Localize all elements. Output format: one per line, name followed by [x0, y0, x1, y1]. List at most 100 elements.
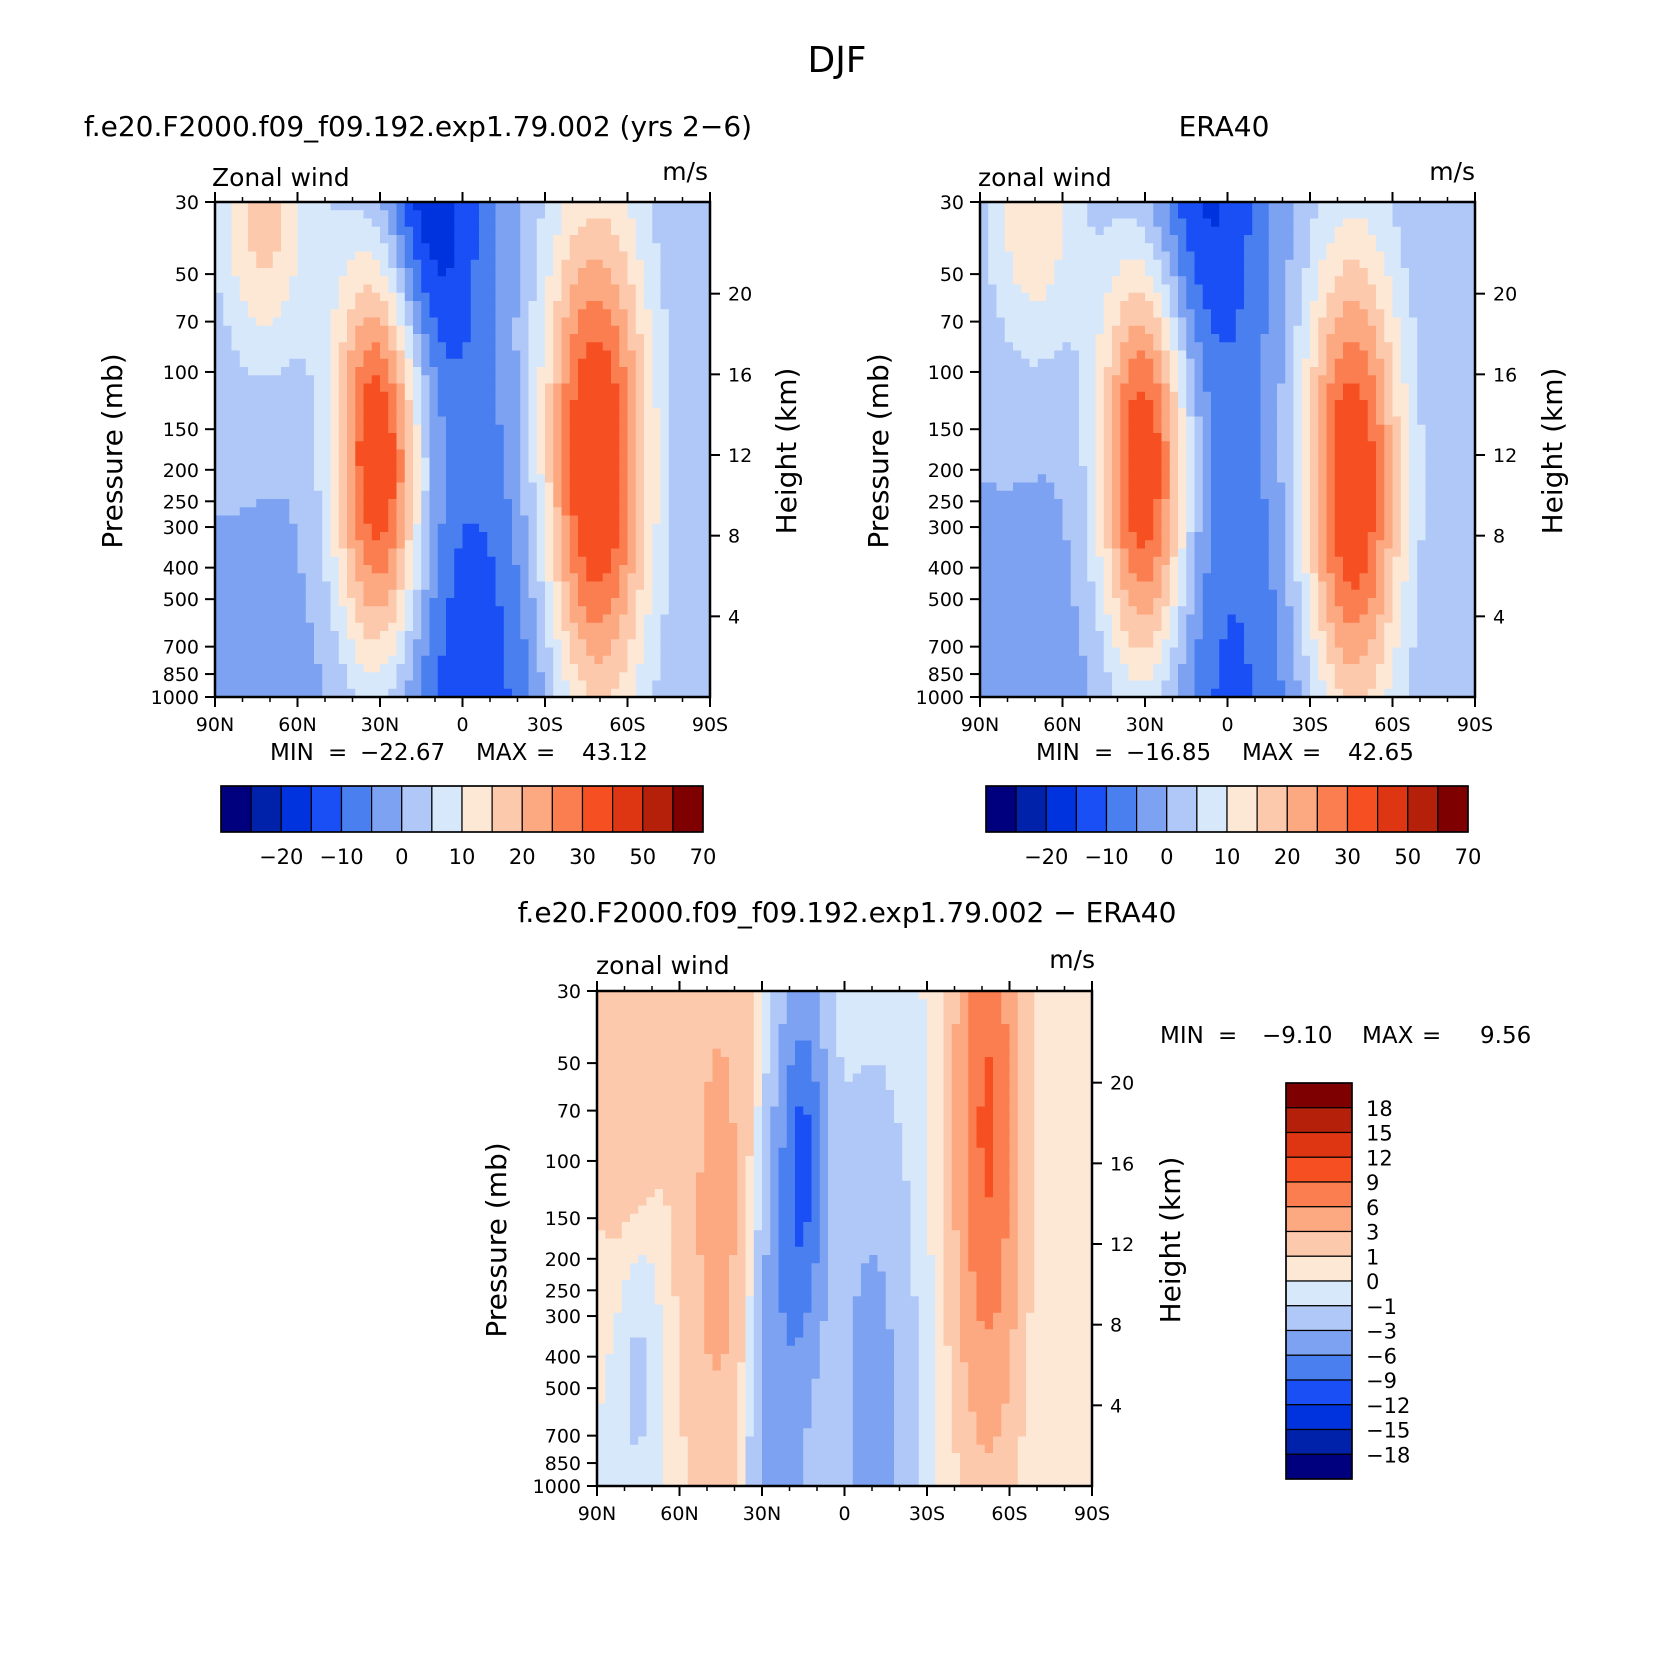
field-cell	[627, 647, 637, 657]
field-cell	[627, 639, 637, 649]
field-cell	[1442, 235, 1451, 244]
field-cell	[495, 375, 505, 385]
field-cell	[594, 639, 604, 649]
field-cell	[495, 680, 505, 690]
field-cell	[338, 350, 348, 360]
field-cell	[677, 292, 686, 302]
field-cell	[355, 268, 365, 277]
panel-model-variable-label: Zonal wind	[212, 163, 350, 192]
field-cell	[380, 441, 389, 451]
field-cell	[289, 375, 299, 385]
field-cell	[215, 342, 224, 352]
field-cell	[215, 251, 224, 261]
field-cell	[1425, 202, 1435, 211]
field-cell	[693, 523, 703, 533]
field-cell	[1310, 259, 1319, 269]
field-cell	[1293, 235, 1303, 244]
field-cell	[1145, 202, 1154, 211]
field-cell	[314, 581, 323, 591]
field-cell	[355, 457, 365, 467]
field-cell	[454, 243, 464, 253]
field-cell	[355, 358, 365, 368]
field-cell	[404, 614, 414, 624]
field-cell	[1252, 350, 1262, 360]
field-cell	[462, 325, 472, 335]
field-cell	[602, 375, 612, 385]
field-cell	[347, 515, 356, 525]
field-cell	[1244, 342, 1253, 352]
field-cell	[1153, 325, 1163, 335]
field-cell	[396, 301, 406, 310]
field-cell	[644, 672, 653, 682]
field-cell	[1219, 259, 1229, 269]
colorbar-label: 10	[449, 845, 476, 869]
field-cell	[347, 424, 356, 434]
field-cell	[1070, 276, 1080, 286]
field-cell	[338, 309, 348, 319]
field-cell	[644, 309, 653, 319]
field-cell	[413, 375, 422, 385]
field-cell	[1409, 325, 1418, 335]
field-cell	[322, 226, 332, 236]
field-cell	[668, 210, 678, 220]
field-cell	[1425, 317, 1435, 327]
field-cell	[305, 226, 315, 236]
field-cell	[611, 433, 620, 442]
field-cell	[1351, 202, 1361, 211]
field-cell	[404, 284, 414, 294]
field-cell	[380, 532, 389, 541]
field-cell	[437, 672, 447, 682]
field-cell	[1087, 284, 1097, 294]
field-cell	[586, 441, 596, 451]
field-cell	[421, 482, 431, 492]
field-cell	[231, 457, 241, 467]
field-cell	[363, 317, 373, 327]
field-cell	[1450, 367, 1460, 376]
field-cell	[248, 515, 257, 525]
field-cell	[380, 680, 389, 690]
height-tick-label: 20	[728, 284, 752, 306]
field-cell	[371, 202, 381, 211]
field-cell	[462, 218, 472, 228]
field-cell	[454, 688, 464, 698]
field-cell	[1310, 243, 1319, 253]
field-cell	[693, 276, 703, 286]
field-cell	[627, 251, 637, 261]
field-cell	[248, 350, 257, 360]
field-cell	[289, 664, 299, 673]
field-cell	[371, 680, 381, 690]
field-cell	[1318, 218, 1328, 228]
field-cell	[611, 325, 620, 335]
field-cell	[363, 655, 373, 665]
field-cell	[1046, 309, 1055, 319]
field-cell	[536, 235, 546, 244]
field-cell	[264, 556, 274, 566]
field-cell	[1070, 358, 1080, 368]
field-cell	[470, 449, 480, 459]
field-cell	[454, 556, 464, 566]
field-cell	[1079, 218, 1088, 228]
field-cell	[363, 556, 373, 566]
field-cell	[470, 375, 480, 385]
field-cell	[479, 507, 488, 517]
field-cell	[1079, 309, 1088, 319]
field-cell	[1351, 276, 1361, 286]
field-cell	[314, 474, 323, 484]
field-cell	[520, 664, 530, 673]
field-cell	[611, 202, 620, 211]
field-cell	[1318, 276, 1328, 286]
field-cell	[561, 210, 571, 220]
field-cell	[1334, 342, 1344, 352]
field-cell	[479, 548, 488, 558]
field-cell	[454, 482, 464, 492]
field-cell	[479, 424, 488, 434]
field-cell	[1112, 358, 1121, 368]
field-cell	[1260, 350, 1270, 360]
field-cell	[1087, 259, 1097, 269]
field-cell	[677, 251, 686, 261]
field-cell	[602, 268, 612, 277]
field-cell	[413, 259, 422, 269]
field-cell	[1392, 309, 1402, 319]
field-cell	[1219, 235, 1229, 244]
field-cell	[380, 499, 389, 508]
